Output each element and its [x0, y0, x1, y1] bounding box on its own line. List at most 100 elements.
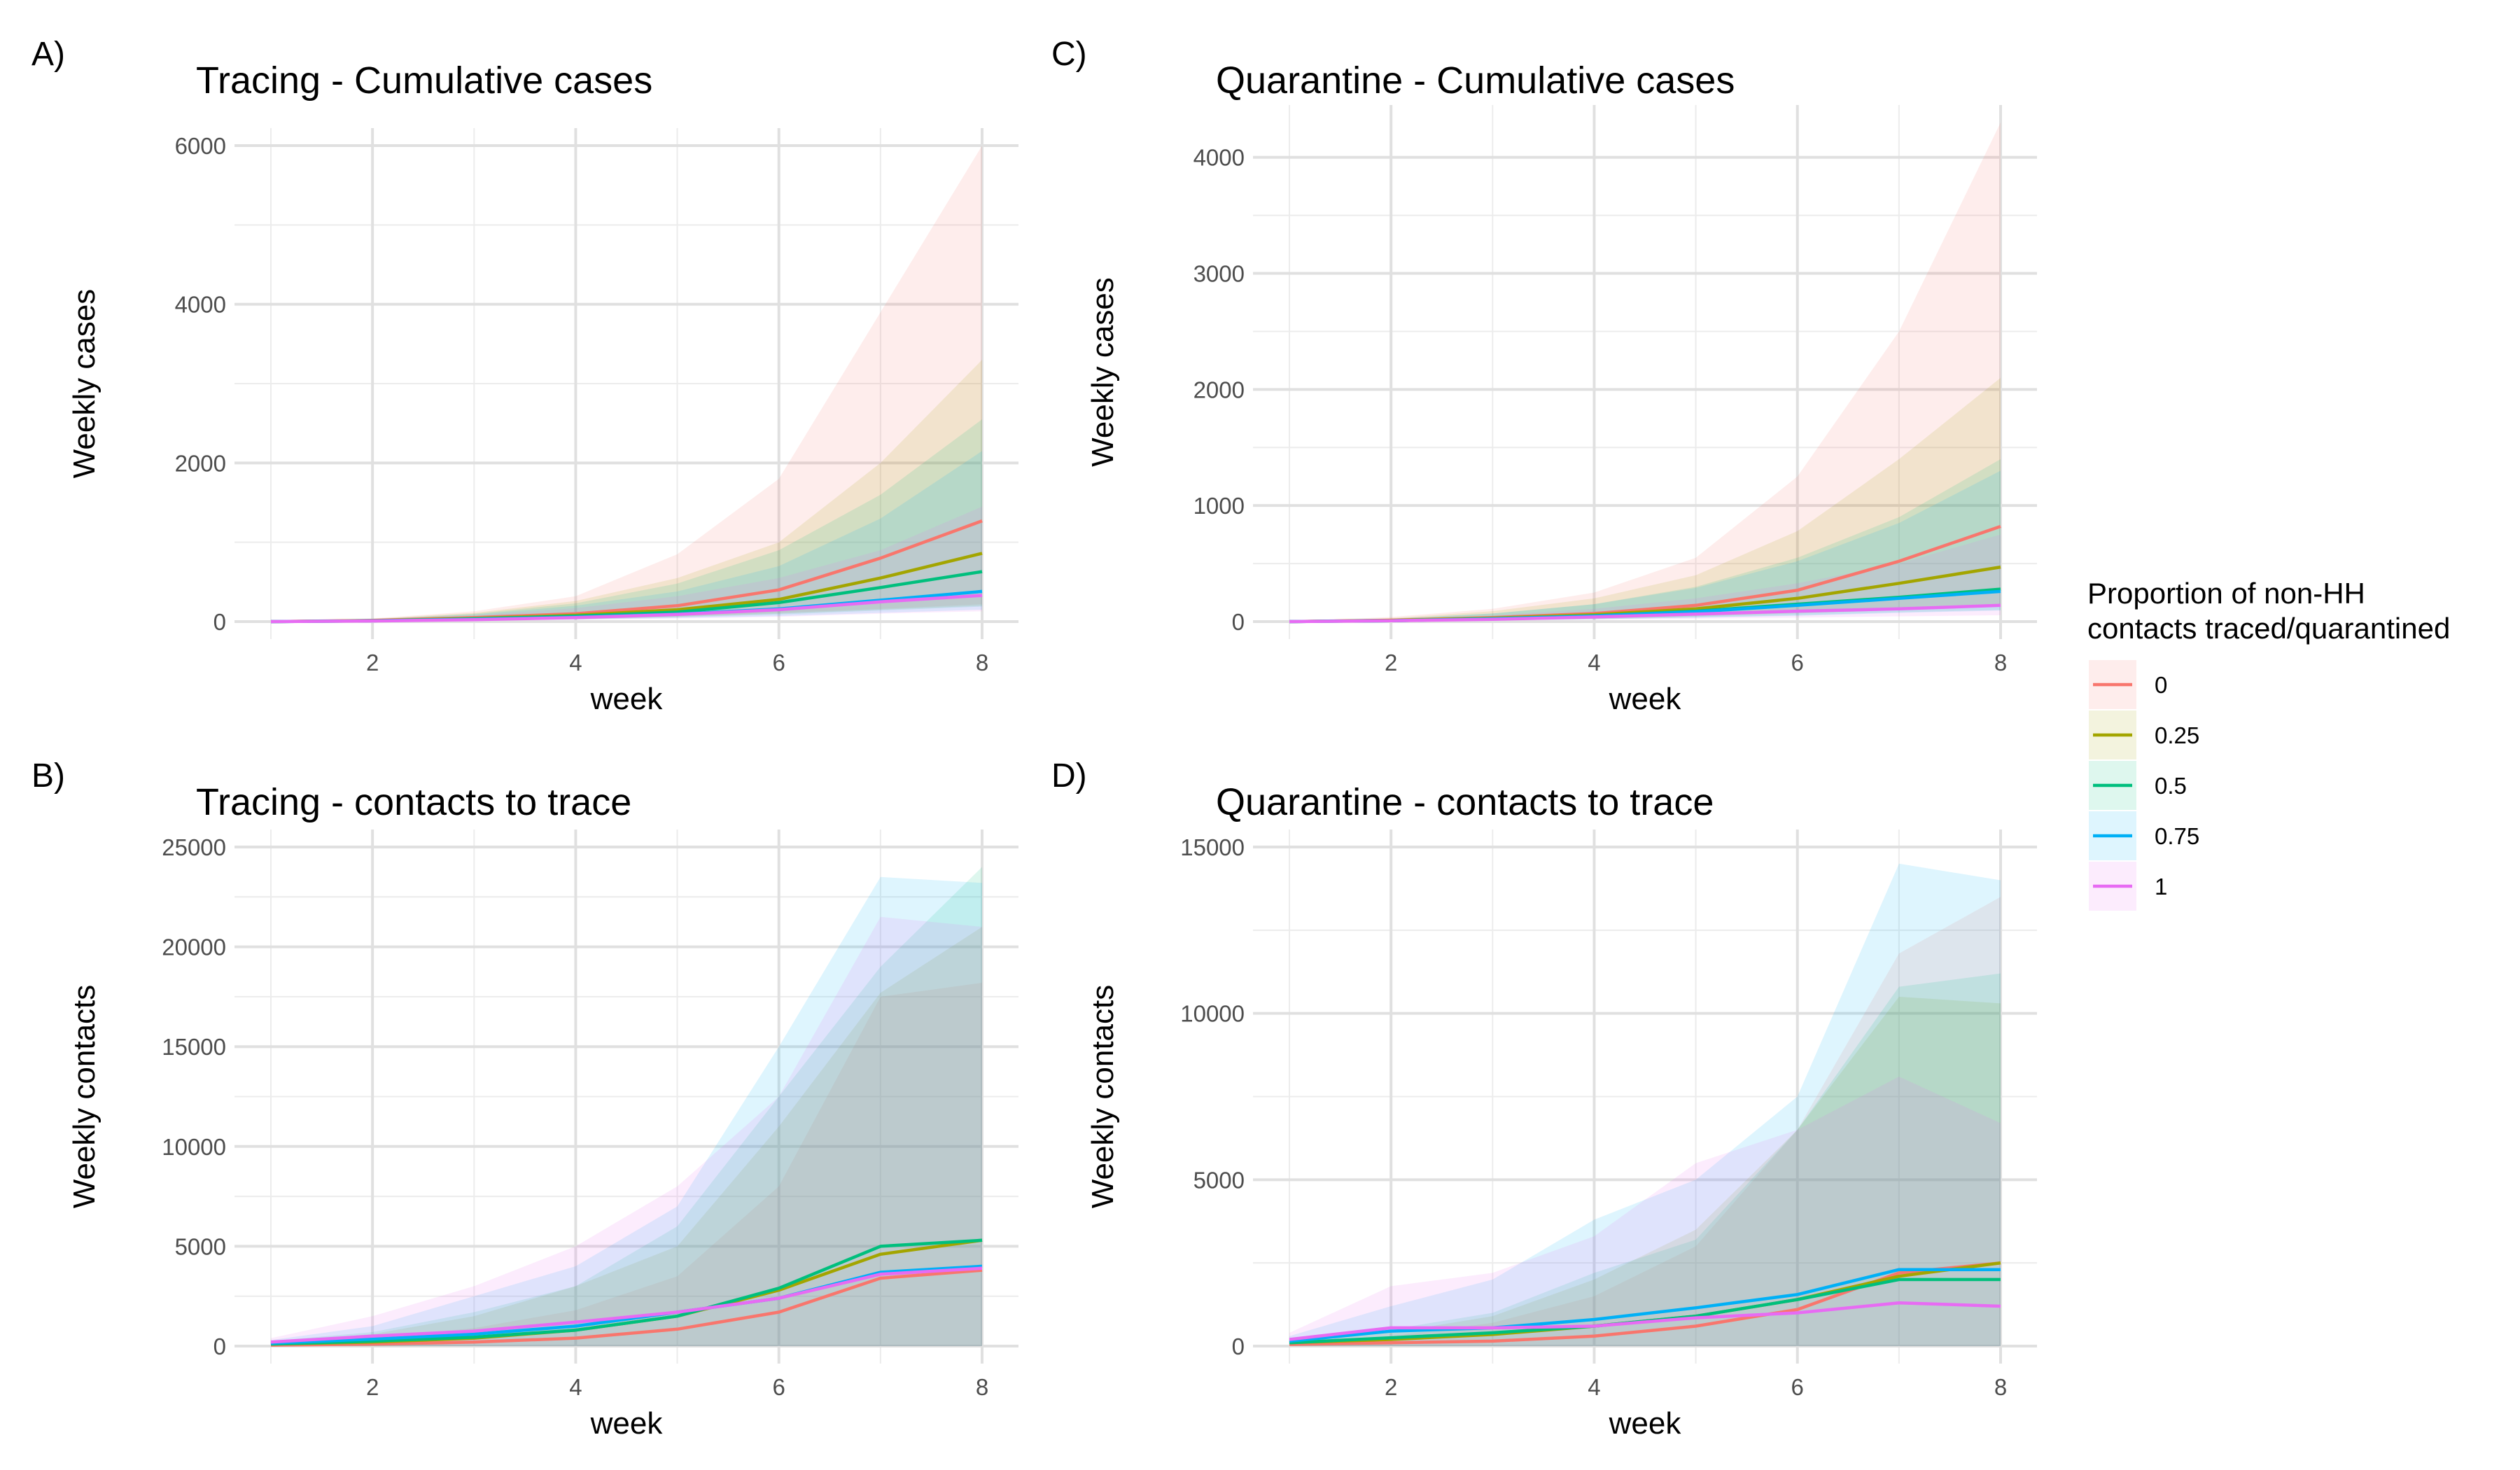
chart-panel-1: A) Tracing - Cumulative cases 2 4 6 8 0 2000 400…: [31, 36, 1018, 716]
chart-title: Tracing - Cumulative cases: [196, 59, 652, 102]
line-series-0.5: [270, 1238, 983, 1346]
ribbons: [1289, 863, 2001, 1346]
x-tick-label: 8: [976, 1374, 988, 1400]
line-series-1: [1289, 603, 2001, 624]
y-tick-label: 10000: [1180, 1001, 1245, 1027]
x-tick-label: 4: [1588, 1374, 1600, 1400]
y-tick-label: 4000: [175, 292, 226, 318]
x-tick-label: 8: [1994, 1374, 2007, 1400]
x-tick-label: 6: [773, 650, 785, 676]
ribbon-series-0.25: [271, 927, 982, 1346]
line-series-0: [270, 1268, 983, 1347]
gridlines: [1253, 830, 2037, 1364]
panel-letter: D): [1051, 757, 1087, 794]
y-axis-title: Weekly contacts: [1086, 985, 1120, 1209]
chart-panel-2: C) Quarantine - Cumulative cases 2 4 6 8 0 1000…: [1051, 36, 2037, 716]
x-tick-label: 4: [569, 650, 582, 676]
y-tick-label: 15000: [162, 1034, 226, 1060]
line-series-1: [1289, 1301, 2001, 1341]
legend-label: 1: [2155, 874, 2167, 899]
y-tick-label: 20000: [162, 934, 226, 960]
chart-title: Quarantine - Cumulative cases: [1216, 59, 1735, 102]
legend-label: 0.75: [2155, 823, 2199, 849]
x-axis-title: week: [590, 682, 664, 716]
legend-item: 0.75: [2089, 811, 2199, 860]
x-axis-title: week: [1609, 682, 1682, 716]
series-lines: [270, 519, 983, 624]
ribbon-series-0: [271, 982, 982, 1346]
ribbon-series-0: [1289, 897, 2001, 1346]
legend-title: Proportion of non-HH: [2087, 577, 2365, 610]
panel-letter: B): [31, 757, 65, 794]
legend-item: 1: [2089, 862, 2167, 911]
y-tick-label: 25000: [162, 834, 226, 860]
y-tick-label: 4000: [1194, 145, 1245, 171]
chart-panel-4: D) Quarantine - contacts to trace 2 4 6 8 0 500…: [1051, 757, 2037, 1441]
y-tick-label: 0: [214, 609, 226, 635]
ribbon-series-0.5: [1289, 458, 2001, 622]
y-axis-title: Weekly contacts: [67, 985, 102, 1209]
ribbon-series-1: [271, 916, 982, 1346]
ribbon-series-0.75: [271, 876, 982, 1346]
panel-letter: A): [31, 36, 65, 73]
y-tick-label: 0: [214, 1334, 226, 1359]
legend-item: 0.5: [2089, 761, 2187, 810]
series-lines: [1289, 1261, 2001, 1346]
chart-title: Tracing - contacts to trace: [196, 781, 631, 823]
legend-label: 0: [2155, 672, 2167, 698]
x-tick-label: 2: [366, 650, 379, 676]
ribbon-series-0.75: [1289, 863, 2001, 1346]
gridlines: [1253, 105, 2037, 639]
y-tick-label: 2000: [175, 450, 226, 476]
legend-item: 0.25: [2089, 710, 2199, 760]
line-series-1: [270, 594, 983, 624]
x-axis-title: week: [1609, 1406, 1682, 1441]
ribbon-series-1: [1289, 1077, 2001, 1346]
ribbon-series-0.25: [1289, 377, 2001, 622]
ribbon-series-0.25: [1289, 996, 2001, 1346]
x-tick-label: 2: [366, 1374, 379, 1400]
ribbon-series-0.5: [271, 419, 982, 622]
ribbons: [1289, 122, 2001, 622]
y-tick-label: 1000: [1194, 493, 1245, 519]
y-tick-label: 2000: [1194, 377, 1245, 402]
y-tick-label: 5000: [175, 1233, 226, 1259]
y-tick-label: 6000: [175, 133, 226, 159]
ribbons: [271, 867, 982, 1346]
line-series-0.75: [1289, 1268, 2001, 1343]
legend-label: 0.5: [2155, 773, 2187, 799]
chart-panel-3: B) Tracing - contacts to trace 2 4 6 8 0 5000 10…: [31, 757, 1018, 1441]
x-tick-label: 8: [976, 650, 988, 676]
y-tick-label: 0: [1232, 1334, 1245, 1359]
ribbon-series-0.25: [271, 360, 982, 622]
legend-title: contacts traced/quarantined: [2087, 612, 2450, 645]
ribbon-series-0.5: [1289, 973, 2001, 1346]
series-lines: [1289, 524, 2001, 624]
x-tick-label: 2: [1385, 650, 1397, 676]
legend-label: 0.25: [2155, 722, 2199, 748]
ribbon-series-0.75: [271, 451, 982, 622]
x-axis-title: week: [590, 1406, 664, 1441]
x-tick-label: 6: [1791, 650, 1804, 676]
ribbon-series-1: [1289, 534, 2001, 622]
y-tick-label: 10000: [162, 1134, 226, 1160]
line-series-1: [270, 1266, 983, 1344]
ribbon-series-0.5: [271, 867, 982, 1346]
ribbon-series-0: [271, 146, 982, 622]
chart-title: Quarantine - contacts to trace: [1216, 781, 1714, 823]
x-tick-label: 8: [1994, 650, 2007, 676]
y-tick-label: 15000: [1180, 834, 1245, 860]
y-axis-title: Weekly cases: [67, 289, 102, 479]
y-tick-label: 5000: [1194, 1167, 1245, 1193]
panel-letter: C): [1051, 36, 1087, 73]
y-tick-label: 0: [1232, 609, 1245, 635]
ribbon-series-0: [1289, 122, 2001, 622]
x-tick-label: 6: [1791, 1374, 1804, 1400]
series-lines: [270, 1238, 983, 1347]
x-tick-label: 4: [569, 1374, 582, 1400]
y-tick-label: 3000: [1194, 261, 1245, 287]
y-axis-title: Weekly cases: [1086, 277, 1120, 467]
line-series-0.75: [270, 1264, 983, 1345]
